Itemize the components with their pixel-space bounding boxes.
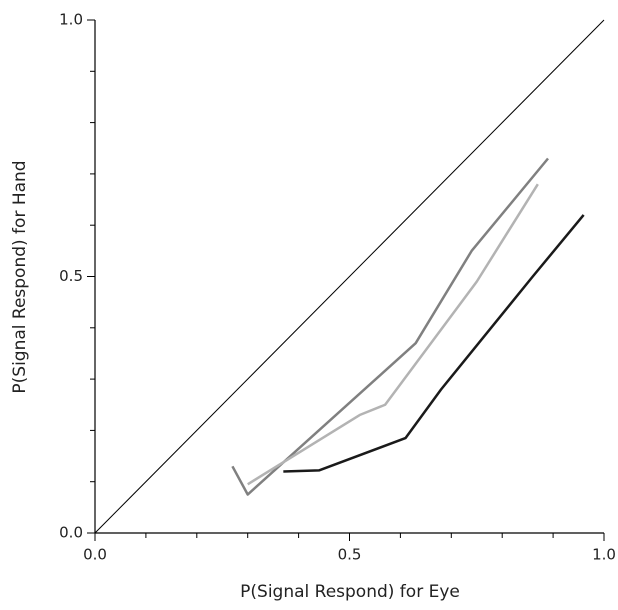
x-tick-label: 1.0: [592, 546, 616, 564]
y-tick-label: 1.0: [59, 11, 83, 29]
series-line: [231, 157, 549, 496]
y-tick-label: 0.5: [59, 267, 83, 285]
x-axis-title: P(Signal Respond) for Eye: [240, 582, 460, 602]
x-tick-label: 0.5: [338, 546, 362, 564]
series-line: [94, 19, 605, 534]
y-axis-title: P(Signal Respond) for Hand: [10, 160, 30, 393]
y-tick-label: 0.0: [59, 524, 83, 542]
series-line: [283, 214, 585, 473]
x-tick-label: 0.0: [83, 546, 107, 564]
series-line: [247, 183, 539, 486]
